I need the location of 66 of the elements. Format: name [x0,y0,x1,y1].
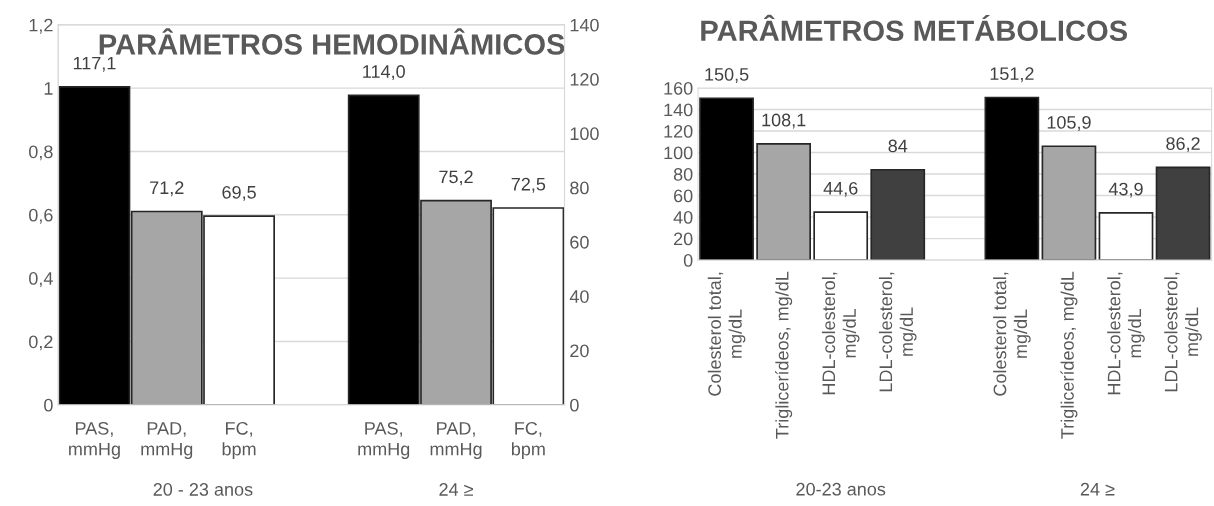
y2-tick-label: 140 [570,18,599,32]
bar [870,168,926,261]
bar [699,97,754,261]
data-label: 71,2 [150,181,184,197]
x-tick-label: HDL-colesterol, mg/dL [1107,272,1145,395]
y-tick-label: 100 [664,146,693,160]
y2-tick-label: 120 [570,73,599,86]
y-tick-label: 0,4 [29,272,53,287]
y2-tick-label: 80 [570,181,589,195]
text: 24 ≥ [439,483,473,496]
y2-tick-label: 40 [569,290,589,303]
x-tick-label: LDL-colesterol, mg/dL [878,272,917,392]
y-tick-label: 0,2 [29,335,53,351]
x-tick-label: HDL-colesterol, mg/dL [821,272,860,395]
y2-tick-label: 60 [570,235,589,249]
bar [1041,145,1097,261]
y-tick-label: 0,8 [29,145,53,161]
y-tick-label: 1,2 [29,18,53,34]
bar [813,211,869,261]
x-tick-label: LDL-colesterol, mg/dL [1164,272,1202,392]
y2-tick-label: 100 [570,127,599,141]
x-tick-label: Colesterol total, mg/dL [707,272,746,396]
bar [1098,212,1154,261]
data-label: 75,2 [439,170,473,186]
bar [756,143,812,261]
y-tick-label: 160 [664,81,693,95]
y2-tick-label: 20 [570,344,589,358]
y-tick-label: 40 [673,211,693,224]
chart-title: PARÂMETROS HEMODINÂMICOS [99,28,565,55]
data-label: 72,5 [511,177,546,193]
y-tick-label: 60 [674,189,693,203]
y-tick-label: 1 [44,82,53,95]
data-label: 150,5 [705,68,749,83]
data-label: 114,0 [363,65,405,81]
x-tick-label: FC, bpm [511,421,545,460]
x-tick-label: PAD, mmHg [430,422,482,460]
data-label: 105,9 [1047,115,1091,131]
y2-tick-label: 0 [570,398,579,412]
data-label: 117,1 [73,56,116,72]
x-tick-label: PAD, mmHg [141,422,193,460]
x-tick-label: Colesterol total, mg/dL [993,272,1031,396]
x-tick-label: PAS, mmHg [358,421,410,460]
data-label: 108,1 [762,113,806,129]
y-tick-label: 140 [664,103,693,117]
data-label: 151,2 [990,67,1034,83]
x-tick-label: Triglicerídeos, mg/dL [1060,271,1078,439]
data-label: 84 [888,139,908,153]
x-tick-label: FC, bpm [222,421,256,460]
text: 20-23 anos [796,482,886,496]
chart-title: PARÂMETROS METÁBOLICOS [701,14,1128,42]
y-tick-label: 20 [674,232,693,246]
y-tick-label: 0 [683,254,693,267]
y-tick-label: 0,6 [29,208,53,224]
y-tick-label: 80 [673,168,693,181]
text: 24 ≥ [1080,482,1115,496]
bar [984,96,1040,261]
data-label: 43,9 [1108,182,1143,198]
x-tick-label: Triglicerídeos, mg/dL [775,271,793,439]
x-tick-label: PAS, mmHg [69,421,120,460]
data-label: 69,5 [222,185,256,201]
data-label: 86,2 [1166,137,1200,153]
y-tick-label: 0 [44,398,53,412]
text: 20 - 23 anos [153,483,253,496]
data-label: 44,6 [823,181,858,197]
bar [1155,166,1211,261]
y-tick-label: 120 [664,124,693,138]
